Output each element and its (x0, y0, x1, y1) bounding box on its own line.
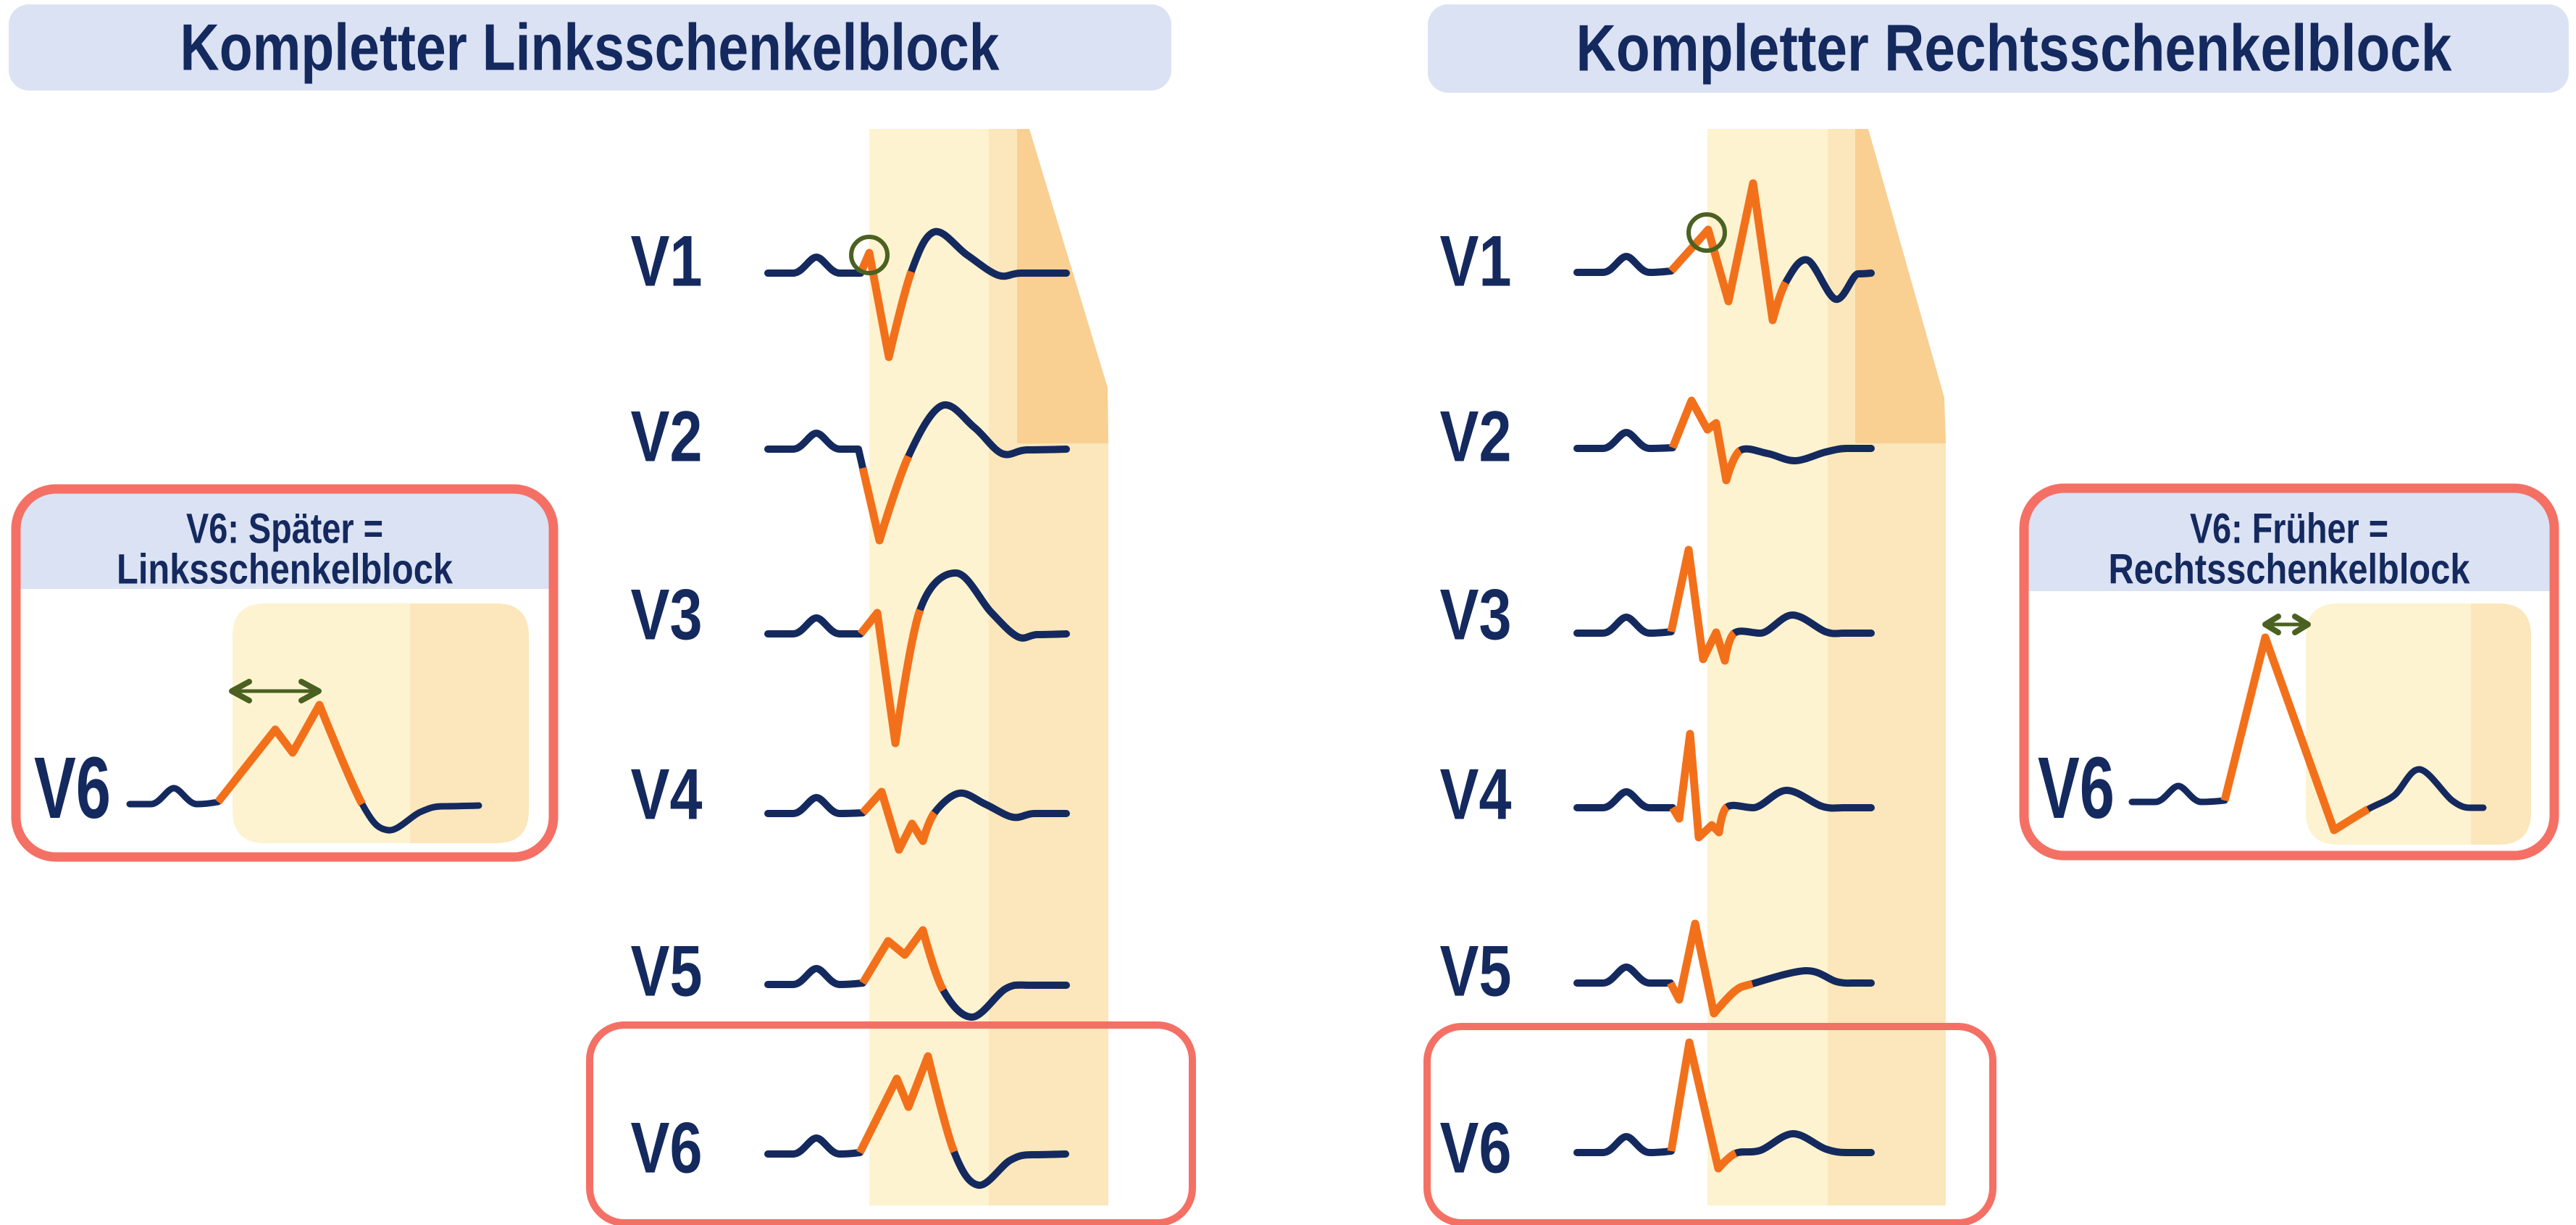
svg-text:V6: V6 (1440, 1108, 1512, 1188)
svg-text:Linksschenkelblock: Linksschenkelblock (117, 546, 453, 593)
svg-text:V3: V3 (631, 574, 703, 655)
svg-text:V6: V6 (2038, 738, 2115, 837)
svg-text:V4: V4 (1440, 754, 1512, 835)
svg-text:V3: V3 (1440, 574, 1512, 655)
svg-text:V2: V2 (631, 396, 703, 477)
svg-text:V5: V5 (1440, 931, 1512, 1011)
svg-text:V5: V5 (631, 931, 703, 1011)
svg-text:Kompletter Linksschenkelblock: Kompletter Linksschenkelblock (180, 12, 1000, 85)
svg-text:V6: Früher =: V6: Früher = (2190, 506, 2388, 553)
svg-text:V6: Später =: V6: Später = (186, 506, 383, 553)
svg-text:V6: V6 (631, 1108, 703, 1188)
svg-text:V2: V2 (1440, 396, 1512, 477)
svg-text:V4: V4 (631, 754, 703, 835)
svg-text:V6: V6 (34, 738, 111, 837)
svg-text:Rechtsschenkelblock: Rechtsschenkelblock (2109, 546, 2471, 593)
svg-text:V1: V1 (1440, 221, 1512, 301)
svg-text:V1: V1 (631, 221, 703, 301)
svg-text:Kompletter Rechtsschenkelblock: Kompletter Rechtsschenkelblock (1576, 12, 2452, 85)
